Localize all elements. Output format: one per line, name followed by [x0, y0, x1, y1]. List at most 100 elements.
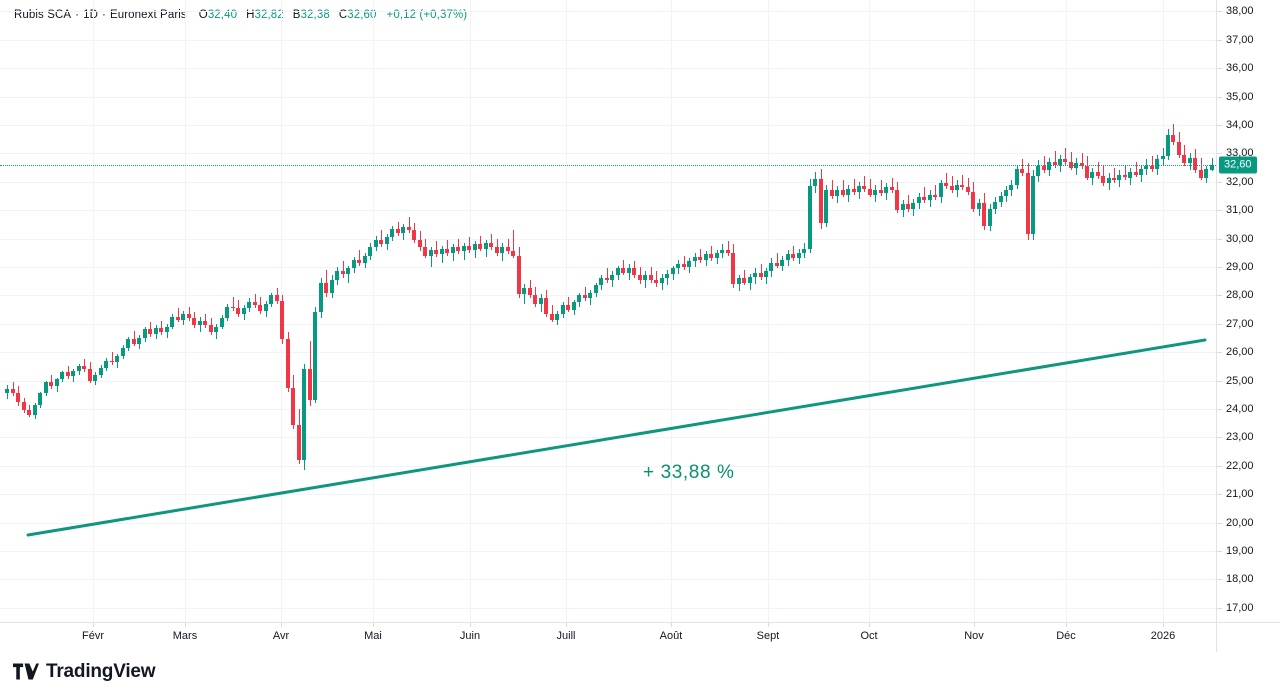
- gridline-horizontal: [0, 579, 1216, 581]
- price-tick-label: 18,00: [1226, 573, 1254, 586]
- gridline-horizontal: [0, 295, 1216, 297]
- time-tick-mark: [373, 623, 374, 627]
- legend-separator-2: ·: [102, 9, 106, 21]
- candle-body: [1161, 156, 1165, 160]
- candle-wick: [1055, 150, 1056, 168]
- candle-wick: [645, 271, 646, 289]
- price-tick-mark: [1217, 408, 1222, 410]
- candle-body: [110, 360, 114, 363]
- time-tick-label: Juin: [459, 630, 481, 642]
- candle-wick: [409, 217, 410, 233]
- price-tick-mark: [1217, 295, 1222, 297]
- current-price-badge: 32,60: [1219, 156, 1257, 174]
- candle-body: [429, 249, 433, 256]
- candle-body: [966, 187, 970, 192]
- candle-body: [115, 356, 119, 363]
- gridline-vertical: [768, 0, 769, 622]
- candle-body: [1117, 174, 1121, 181]
- chart-plot-area[interactable]: + 33,88 %: [0, 0, 1216, 622]
- candle-body: [971, 191, 975, 209]
- candle-body: [60, 372, 64, 380]
- candle-body: [280, 301, 284, 340]
- candle-body: [214, 326, 218, 333]
- candle-body: [247, 302, 251, 309]
- gridline-vertical: [869, 0, 870, 622]
- candle-body: [917, 197, 921, 204]
- candle-body: [687, 261, 691, 267]
- candlestick-series: [5, 123, 1214, 471]
- legend-separator-1: ·: [75, 9, 80, 21]
- candle-body: [960, 184, 964, 188]
- candle-body: [1020, 168, 1024, 174]
- candle-body: [346, 268, 350, 275]
- performance-annotation[interactable]: + 33,88 %: [643, 462, 735, 483]
- candle-body: [434, 249, 438, 255]
- candle-body: [445, 248, 449, 253]
- price-tick-mark: [1217, 550, 1222, 552]
- price-scale[interactable]: 32,60 38,00 37,00 36,00 35,00 34,00 33,00 32,0…: [1216, 0, 1280, 622]
- candle-body: [88, 369, 92, 381]
- time-tick-label: Nov: [964, 630, 984, 642]
- candle-body: [137, 337, 141, 344]
- candle-body: [830, 190, 834, 196]
- candle-wick: [491, 234, 492, 250]
- candle-body: [341, 271, 345, 275]
- candle-body: [396, 228, 400, 233]
- candle-body: [693, 257, 697, 262]
- gridline-horizontal: [0, 39, 1216, 41]
- candle-body: [418, 239, 422, 248]
- candle-wick: [854, 178, 855, 195]
- candle-body: [533, 295, 537, 304]
- gridline-horizontal: [0, 96, 1216, 98]
- candle-body: [901, 204, 905, 211]
- time-tick-label: Févr: [82, 630, 104, 642]
- candle-body: [489, 242, 493, 248]
- candle-body: [275, 295, 279, 302]
- trendline-segment[interactable]: [26, 338, 1207, 537]
- candle-wick: [1082, 153, 1083, 169]
- candle-body: [561, 305, 565, 314]
- gridline-horizontal: [0, 352, 1216, 354]
- candle-body: [1042, 166, 1046, 171]
- candle-body: [357, 259, 361, 263]
- candle-body: [638, 275, 642, 280]
- candle-body: [715, 252, 719, 259]
- candle-body: [1047, 161, 1051, 171]
- candle-wick: [924, 187, 925, 204]
- candle-body: [599, 278, 603, 286]
- candle-body: [753, 272, 757, 277]
- candle-wick: [524, 284, 525, 304]
- candle-body: [38, 393, 42, 405]
- time-scale[interactable]: Févr Mars Avr Mai Juin Juill Août Sept Oct Nov Déc…: [0, 622, 1216, 652]
- time-tick-label: Oct: [860, 630, 878, 642]
- price-tick-label: 22,00: [1226, 459, 1254, 472]
- candle-body: [324, 282, 328, 293]
- candle-body: [933, 194, 937, 198]
- gridline-horizontal: [0, 550, 1216, 552]
- candle-wick: [464, 242, 465, 260]
- candle-body: [895, 190, 899, 211]
- candle-body: [610, 275, 614, 280]
- candle-body: [955, 184, 959, 191]
- candle-body: [302, 369, 306, 461]
- candle-body: [808, 186, 812, 249]
- time-tick-mark: [185, 623, 186, 627]
- candle-wick: [436, 241, 437, 258]
- candle-wick: [892, 177, 893, 194]
- candle-body: [890, 187, 894, 191]
- candle-wick: [935, 184, 936, 201]
- candle-body: [868, 188, 872, 195]
- time-tick-mark: [93, 623, 94, 627]
- gridline-horizontal: [0, 607, 1216, 609]
- candle-body: [550, 313, 554, 320]
- candle-body: [862, 186, 866, 189]
- candle-body: [1063, 159, 1067, 162]
- candle-wick: [1065, 147, 1066, 165]
- trendline-drawing[interactable]: [0, 0, 1216, 622]
- price-tick-mark: [1217, 352, 1222, 354]
- price-tick-label: 34,00: [1226, 118, 1254, 131]
- candle-body: [132, 339, 136, 344]
- candle-body: [473, 244, 477, 250]
- candle-body: [1134, 171, 1138, 175]
- candle-body: [1182, 154, 1186, 164]
